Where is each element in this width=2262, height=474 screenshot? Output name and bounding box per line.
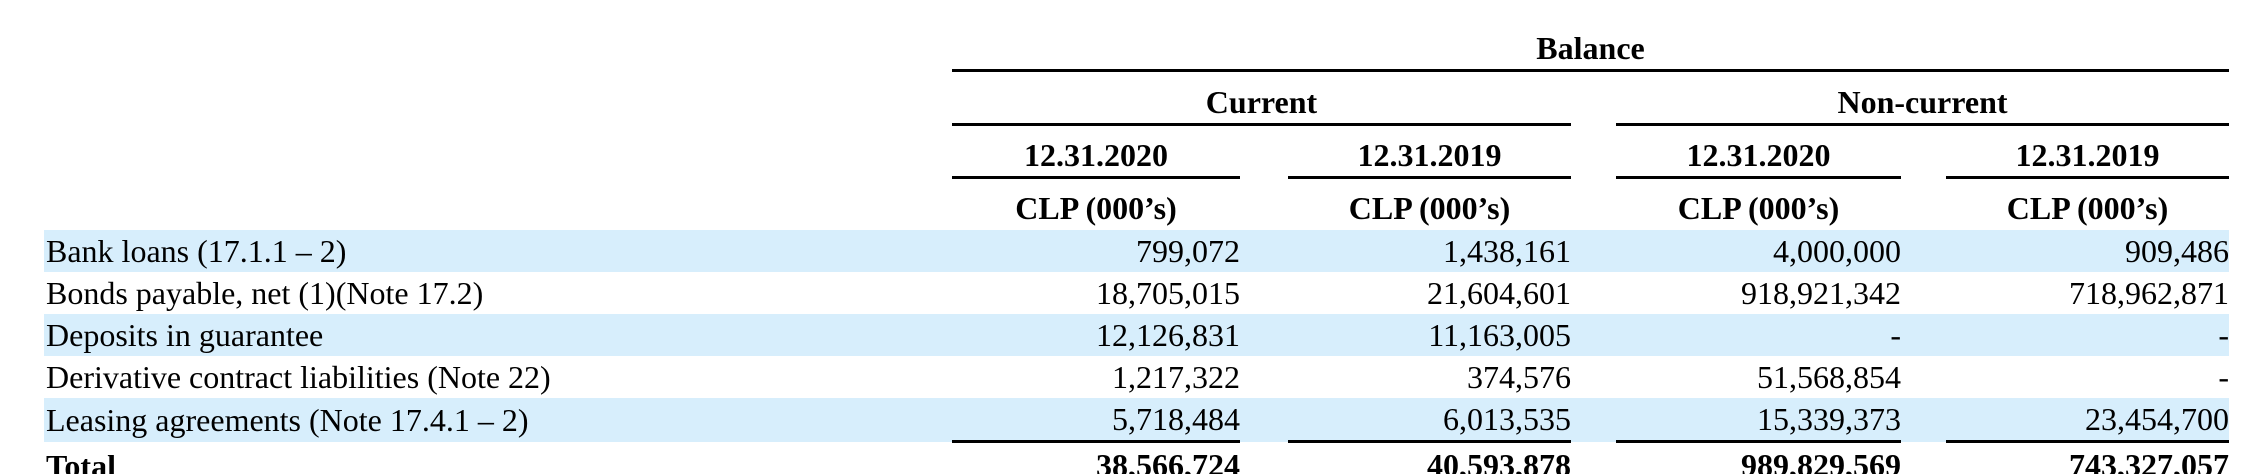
row-label: Deposits in guarantee <box>44 314 952 356</box>
total-label: Total <box>46 447 116 474</box>
cell-value: 799,072 <box>952 230 1240 272</box>
cell-value: 15,339,373 <box>1616 398 1901 442</box>
unit-header: CLP (000’s) <box>1348 190 1511 226</box>
row-label: Derivative contract liabilities (Note 22… <box>46 359 551 395</box>
header-row-groups: Current Non-current <box>44 70 2229 126</box>
row-label: Bank loans (17.1.1 – 2) <box>44 230 952 272</box>
cell-value: 23,454,700 <box>1946 398 2229 442</box>
table-row: Deposits in guarantee 12,126,831 11,163,… <box>44 314 2229 356</box>
total-row: Total 38,566,724 40,593,878 989,829,569 … <box>44 440 2229 474</box>
table-row: Leasing agreements (Note 17.4.1 – 2) 5,7… <box>44 398 2229 442</box>
cell-value: 1,438,161 <box>1288 230 1571 272</box>
total-value: 38,566,724 <box>952 440 1240 474</box>
total-value: 989,829,569 <box>1616 440 1901 474</box>
row-label: Leasing agreements (Note 17.4.1 – 2) <box>44 398 952 442</box>
unit-header: CLP (000’s) <box>1677 190 1840 226</box>
header-row-units: CLP (000’s) CLP (000’s) CLP (000’s) CLP … <box>44 178 2229 231</box>
date-header: 12.31.2019 <box>1288 124 1571 179</box>
non-current-header: Non-current <box>1616 70 2229 126</box>
balance-table: Balance Current Non-current 12.31.2020 1… <box>44 12 2229 474</box>
unit-header: CLP (000’s) <box>1015 190 1177 226</box>
table-row: Bonds payable, net (1)(Note 17.2) 18,705… <box>44 272 2229 314</box>
cell-value: 18,705,015 <box>1096 275 1240 311</box>
cell-value: - <box>1946 314 2229 356</box>
cell-value: 4,000,000 <box>1616 230 1901 272</box>
date-header: 12.31.2019 <box>1946 124 2229 179</box>
table-row: Bank loans (17.1.1 – 2) 799,072 1,438,16… <box>44 230 2229 272</box>
table-row: Derivative contract liabilities (Note 22… <box>44 356 2229 398</box>
cell-value: 5,718,484 <box>952 398 1240 442</box>
cell-value: 374,576 <box>1467 359 1571 395</box>
balance-header: Balance <box>952 12 2229 72</box>
cell-value: 51,568,854 <box>1757 359 1901 395</box>
cell-value: 909,486 <box>1946 230 2229 272</box>
cell-value: - <box>1616 314 1901 356</box>
cell-value: 21,604,601 <box>1427 275 1571 311</box>
current-header: Current <box>952 70 1571 126</box>
cell-value: 718,962,871 <box>2069 275 2229 311</box>
header-row-dates: 12.31.2020 12.31.2019 12.31.2020 12.31.2… <box>44 124 2229 179</box>
total-value: 743,327,057 <box>1946 440 2229 474</box>
cell-value: 6,013,535 <box>1288 398 1571 442</box>
total-value: 40,593,878 <box>1288 440 1571 474</box>
row-label: Bonds payable, net (1)(Note 17.2) <box>46 275 484 311</box>
date-header: 12.31.2020 <box>1616 124 1901 179</box>
date-header: 12.31.2020 <box>952 124 1240 179</box>
cell-value: - <box>2218 359 2229 395</box>
cell-value: 11,163,005 <box>1288 314 1571 356</box>
cell-value: 1,217,322 <box>1112 359 1240 395</box>
header-row-balance: Balance <box>44 12 2229 72</box>
cell-value: 12,126,831 <box>952 314 1240 356</box>
cell-value: 918,921,342 <box>1741 275 1901 311</box>
unit-header: CLP (000’s) <box>2006 190 2169 226</box>
